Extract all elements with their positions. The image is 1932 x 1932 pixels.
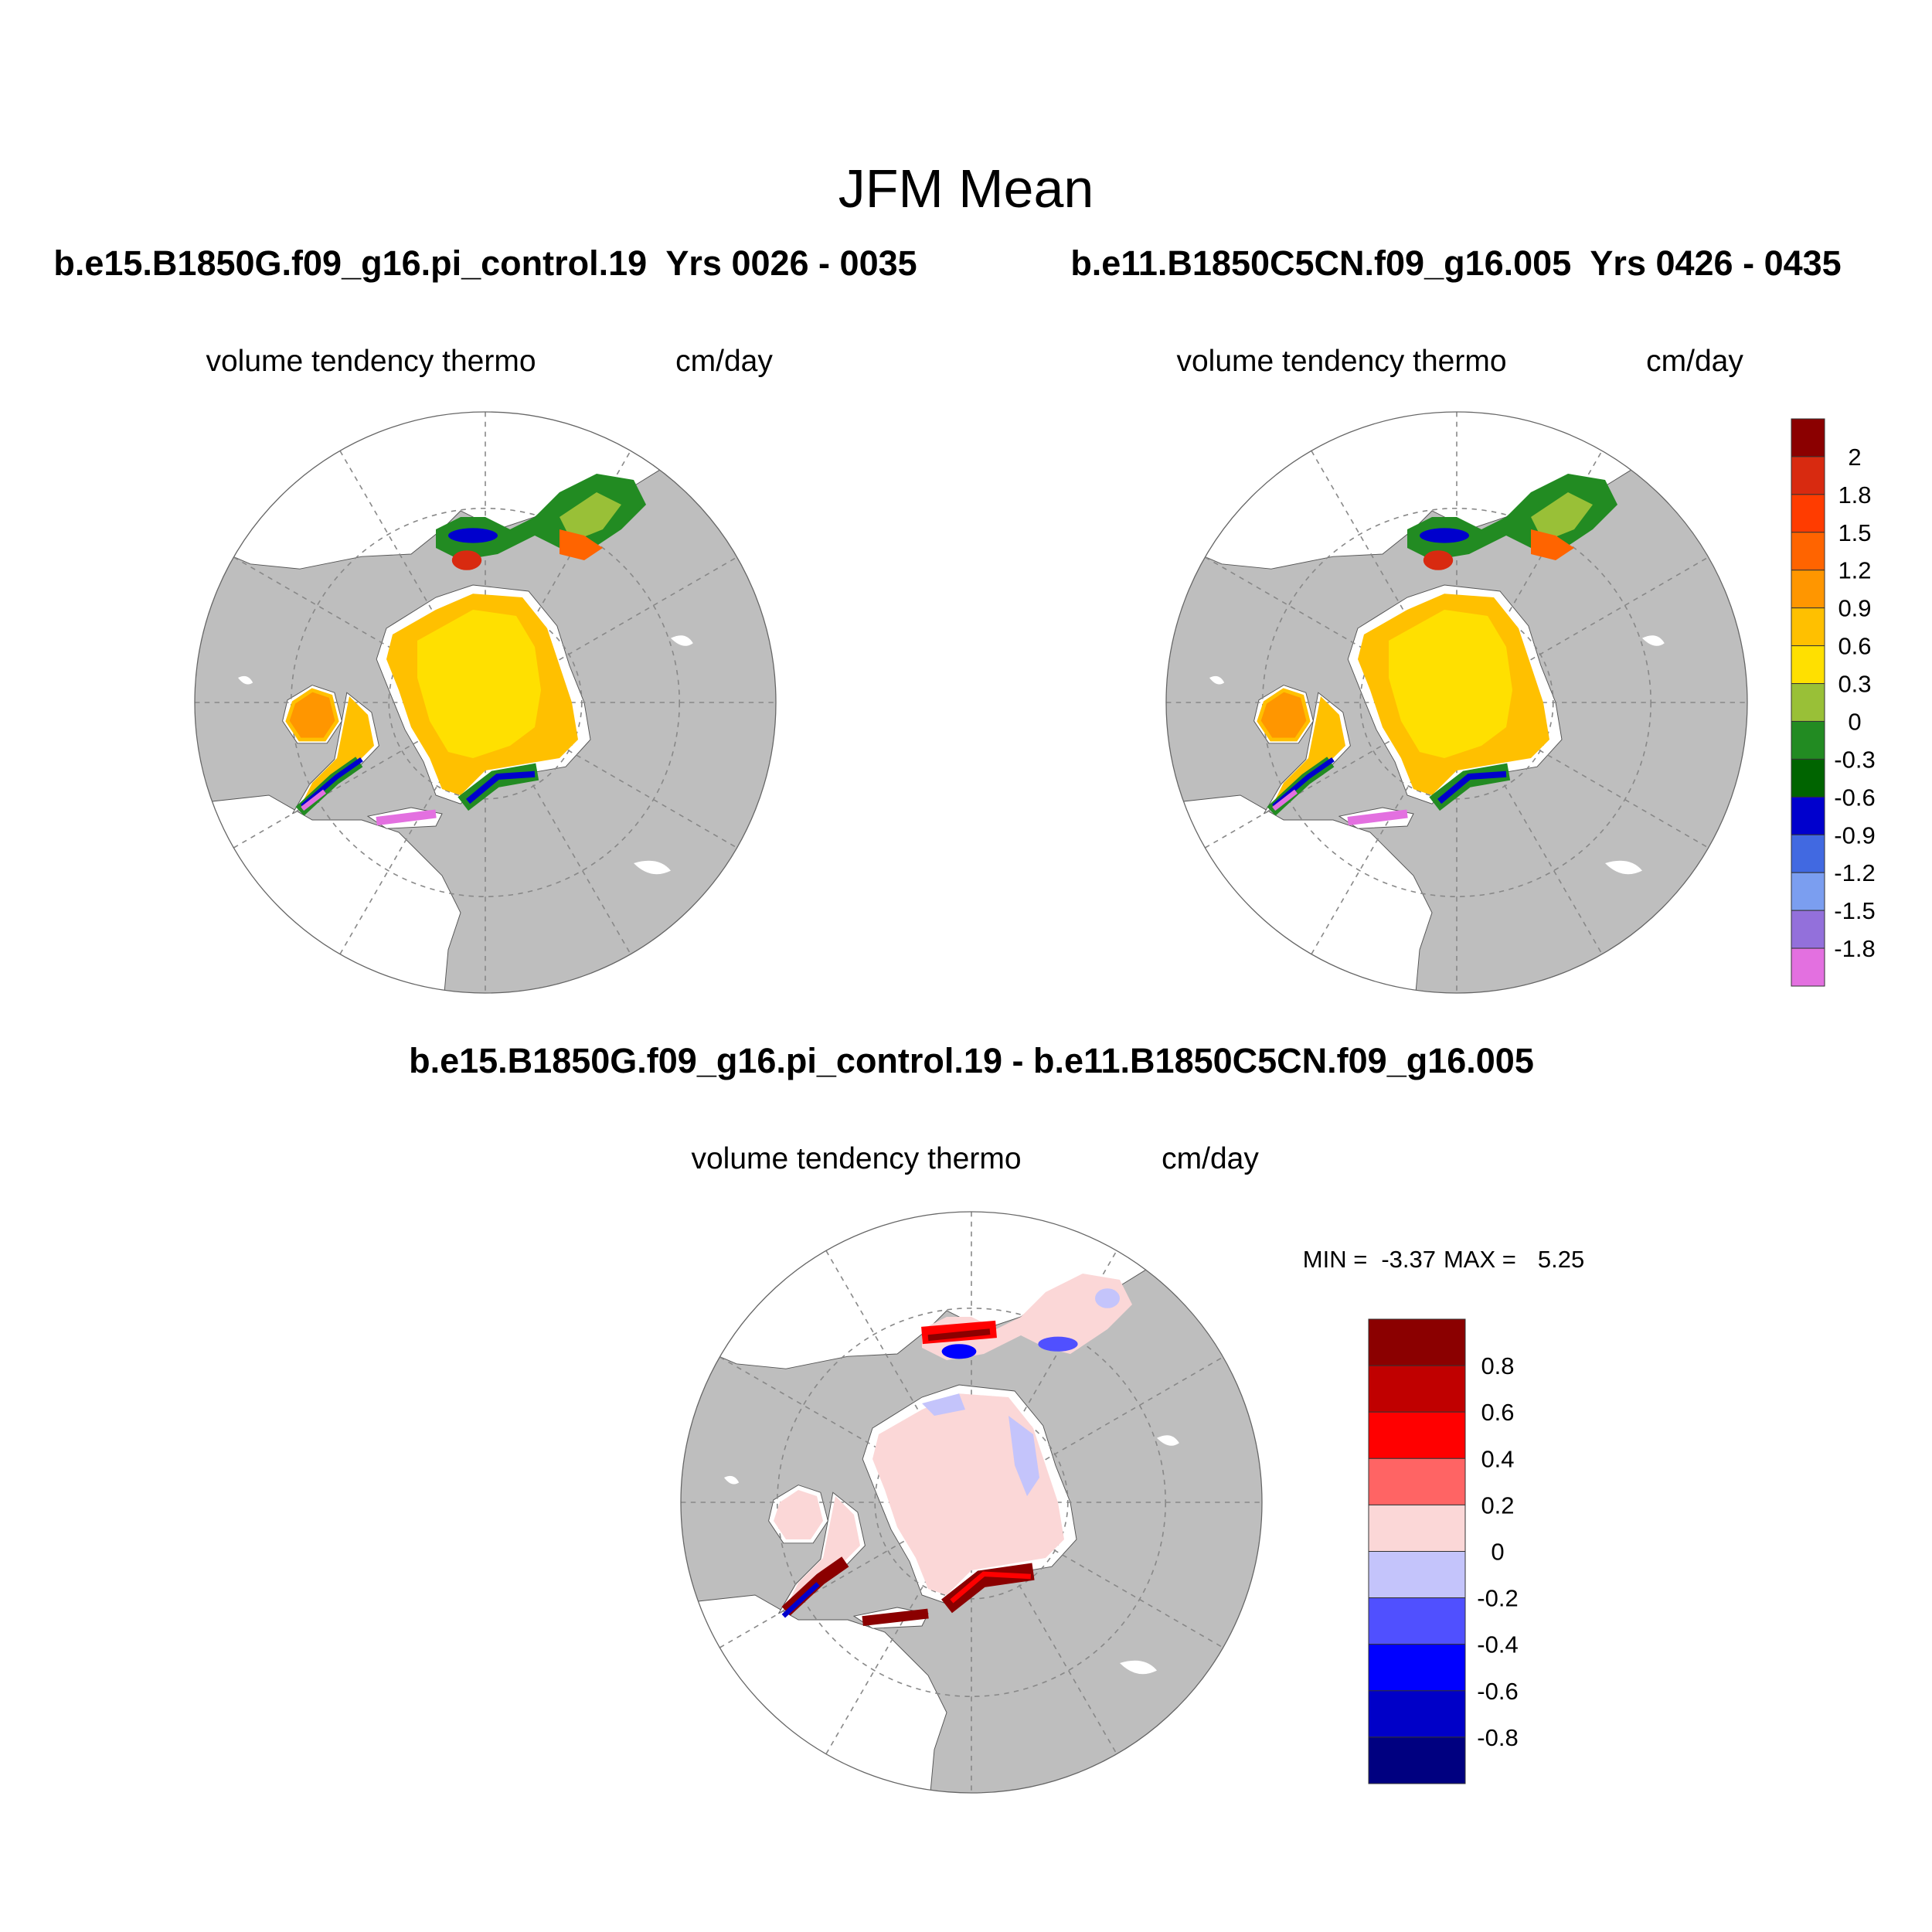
colorbar-label: 0.9 [1838, 595, 1871, 622]
colorbar-label: -1.8 [1834, 935, 1875, 962]
colorbar-label: -0.4 [1477, 1631, 1518, 1658]
colorbar-label: -0.2 [1477, 1585, 1518, 1612]
map-panel [195, 411, 776, 993]
colorbar-box [1791, 645, 1825, 685]
map-panel [1166, 411, 1747, 993]
units-label: cm/day [1162, 1142, 1259, 1175]
colorbar-box [1791, 720, 1825, 760]
colorbar-label: 1.2 [1838, 557, 1871, 584]
variable-label: volume tendency thermo [1176, 345, 1506, 378]
colorbar-box [1368, 1597, 1466, 1645]
units-label: cm/day [675, 345, 773, 378]
colorbar-box [1791, 796, 1825, 835]
colorbar-label: 0.3 [1838, 671, 1871, 698]
panel-title: b.e15.B1850G.f09_g16.pi_control.19 Yrs 0… [53, 243, 917, 283]
colorbar-box [1368, 1690, 1466, 1738]
colorbar-box [1368, 1736, 1466, 1784]
variable-label: volume tendency thermo [691, 1142, 1021, 1175]
colorbar-box [1368, 1644, 1466, 1692]
colorbar-box [1791, 494, 1825, 533]
panel-title: b.e11.B1850C5CN.f09_g16.005 Yrs 0426 - 0… [1070, 243, 1841, 283]
colorbar-label: 0.6 [1481, 1399, 1514, 1426]
colorbar-label: -0.8 [1477, 1724, 1518, 1751]
max-label: MAX = [1444, 1246, 1516, 1273]
colorbar-label: -0.6 [1477, 1678, 1518, 1705]
colorbar-label: 0.6 [1838, 633, 1871, 660]
figure-title: JFM Mean [838, 158, 1094, 219]
colorbar-box [1368, 1411, 1466, 1459]
colorbar-box [1368, 1504, 1466, 1553]
variable-label: volume tendency thermo [206, 345, 536, 378]
colorbar-label: 2 [1848, 444, 1861, 471]
colorbar-label: 1.8 [1838, 481, 1871, 509]
colorbar-box [1368, 1458, 1466, 1505]
colorbar-label: 0.4 [1481, 1445, 1514, 1472]
colorbar-box [1791, 683, 1825, 722]
colorbar-label: -0.3 [1834, 746, 1875, 773]
map-panel [681, 1211, 1262, 1793]
colorbar-label: 1.5 [1838, 519, 1871, 546]
min-max-label: MIN = -3.37 MAX = 5.25 [1303, 1246, 1584, 1273]
colorbar-box [1791, 947, 1825, 987]
colorbar-box [1791, 570, 1825, 609]
colorbar-box [1368, 1365, 1466, 1413]
colorbar-label: 0.8 [1481, 1352, 1514, 1379]
colorbar-box [1791, 532, 1825, 571]
colorbar-box [1791, 456, 1825, 495]
colorbar-label: -0.6 [1834, 784, 1875, 811]
colorbar-box [1791, 834, 1825, 873]
colorbar-box [1791, 418, 1825, 457]
colorbar-box [1791, 758, 1825, 798]
min-value: -3.37 [1381, 1246, 1436, 1273]
colorbar-box [1791, 910, 1825, 949]
colorbar-box [1791, 872, 1825, 911]
units-label: cm/day [1646, 345, 1743, 378]
colorbar-label: -1.5 [1834, 897, 1875, 924]
colorbar-label: 0 [1491, 1539, 1504, 1566]
min-label: MIN = [1303, 1246, 1368, 1273]
colorbar-box [1368, 1551, 1466, 1599]
colorbar-label: -0.9 [1834, 821, 1875, 849]
colorbar-box [1791, 607, 1825, 647]
colorbar-label: -1.2 [1834, 859, 1875, 886]
colorbar-box [1368, 1318, 1466, 1366]
max-value: 5.25 [1538, 1246, 1584, 1273]
colorbar-label: 0.2 [1481, 1492, 1514, 1519]
difference-title: b.e15.B1850G.f09_g16.pi_control.19 - b.e… [409, 1041, 1534, 1080]
colorbar-label: 0 [1848, 708, 1861, 735]
